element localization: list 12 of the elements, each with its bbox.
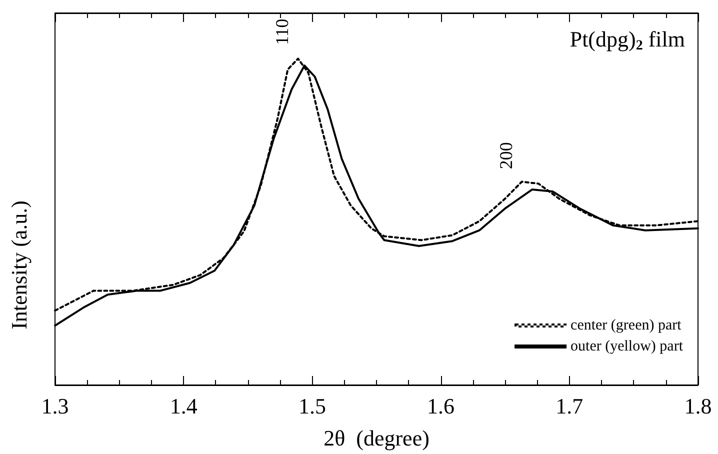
x-tick-label: 1.3 xyxy=(41,394,69,418)
annotation: 110 xyxy=(272,18,292,46)
annotation: 200 xyxy=(496,142,516,170)
x-tick-label: 1.4 xyxy=(170,394,198,418)
x-tick-label: 1.5 xyxy=(298,394,326,418)
x-axis-title: 2θ (degree) xyxy=(324,426,430,450)
y-axis-title: Intensity (a.u.) xyxy=(6,200,32,330)
x-tick-label: 1.6 xyxy=(427,394,455,418)
x-tick-label: 1.8 xyxy=(684,394,712,418)
legend-label: outer (yellow) part xyxy=(570,338,684,354)
legend-label: center (green) part xyxy=(570,318,682,334)
x-tick-label: 1.7 xyxy=(556,394,584,418)
